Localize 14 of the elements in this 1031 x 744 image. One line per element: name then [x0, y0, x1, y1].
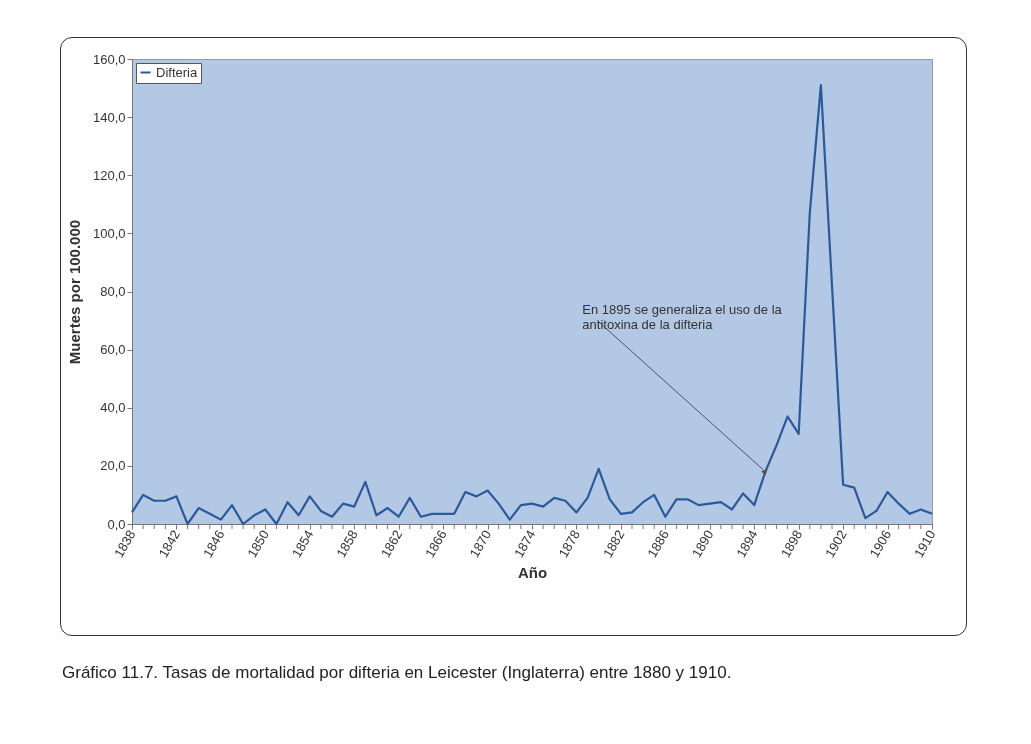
y-tick-label: 120,0: [92, 167, 126, 183]
y-tick-label: 60,0: [100, 342, 126, 358]
y-tick-label: 160,0: [92, 51, 126, 67]
text: Gráfico 11.7. Tasas de mortalidad por difteria en Leicester (Inglaterra) entre 1880 y 1910.: [62, 663, 732, 683]
y-tick-label: 20,0: [100, 458, 126, 474]
y-tick-label: 40,0: [100, 400, 126, 416]
y-tick-label: 80,0: [100, 284, 126, 299]
y-tick-label: 100,0: [92, 225, 126, 241]
annotation: En 1895 se generaliza el uso de la antitoxina de la difteria: [582, 301, 783, 332]
y-tick-label: 0,0: [107, 516, 126, 532]
x-axis-title: Año: [517, 564, 548, 582]
y-axis-title: Muertes por 100.000: [65, 219, 83, 365]
legend-label: Difteria: [156, 64, 198, 80]
y-tick-label: 140,0: [92, 109, 126, 125]
